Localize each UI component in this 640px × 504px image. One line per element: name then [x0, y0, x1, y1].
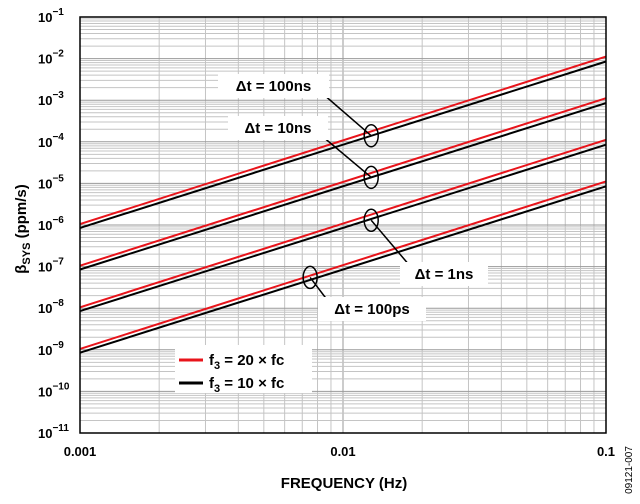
annotation-dt-100ns: Δt = 100ns — [218, 74, 379, 148]
annotation-dt-1ns: Δt = 1ns — [363, 208, 488, 286]
x-tick-labels: 0.001 0.01 0.1 — [64, 444, 615, 459]
annotation-label: Δt = 10ns — [244, 120, 311, 137]
y-axis-label: βSYS (ppm/s) — [13, 184, 33, 274]
annotation-box — [318, 297, 426, 321]
x-tick-label: 0.1 — [597, 444, 615, 459]
annotation-label: Δt = 100ps — [334, 301, 409, 318]
x-axis-label: FREQUENCY (Hz) — [281, 475, 407, 492]
y-tick-exponent: −7 — [52, 257, 64, 268]
y-tick-exponent: −1 — [52, 7, 64, 18]
y-tick-label: 10−4 — [38, 132, 64, 150]
y-tick-label: 10−5 — [38, 173, 64, 191]
series-line-5 — [79, 143, 607, 313]
series-line-0 — [79, 55, 607, 226]
y-tick-base: 10 — [38, 93, 52, 108]
y-tick-label: 10−11 — [38, 423, 69, 441]
y-tick-exponent: −10 — [52, 381, 69, 392]
annotation-dt-10ns: Δt = 10ns — [228, 116, 379, 190]
series-line-2 — [79, 97, 607, 267]
series-line-1 — [79, 60, 607, 229]
y-tick-exponent: −9 — [52, 340, 64, 351]
y-tick-exponent: −5 — [52, 173, 64, 184]
y-axis-label-unit: (ppm/s) — [13, 184, 30, 242]
y-tick-label: 10−3 — [38, 90, 64, 108]
series-line-6 — [79, 180, 607, 350]
y-axis-label-subscript: SYS — [21, 243, 33, 265]
y-tick-base: 10 — [38, 301, 52, 316]
annotation-leader — [322, 93, 372, 137]
legend-subscript: 3 — [214, 383, 220, 395]
y-tick-exponent: −8 — [52, 298, 64, 309]
y-tick-base: 10 — [38, 10, 52, 25]
annotation-label: Δt = 100ns — [236, 78, 311, 95]
y-tick-labels: 10−110−210−310−410−510−610−710−810−910−1… — [38, 7, 70, 441]
annotation-ellipse — [363, 123, 379, 148]
y-tick-label: 10−9 — [38, 340, 64, 358]
legend-f: f — [209, 375, 215, 392]
legend-label: f3 = 20 × fc — [209, 352, 284, 372]
legend-box — [175, 345, 312, 393]
y-tick-base: 10 — [38, 426, 52, 441]
grid-lines — [79, 17, 606, 434]
y-tick-base: 10 — [38, 135, 52, 150]
legend-label: f3 = 10 × fc — [209, 375, 284, 395]
annotation-box — [228, 116, 328, 140]
series-group — [79, 55, 607, 354]
annotation-dt-100ps: Δt = 100ps — [302, 265, 426, 321]
series-line-4 — [79, 138, 607, 309]
y-tick-label: 10−8 — [38, 298, 64, 316]
annotation-leader — [370, 219, 411, 267]
y-tick-exponent: −6 — [52, 215, 64, 226]
y-tick-base: 10 — [38, 218, 52, 233]
y-tick-label: 10−10 — [38, 381, 70, 399]
y-tick-base: 10 — [38, 343, 52, 358]
plot-area-border — [79, 16, 607, 434]
annotation-box — [218, 74, 329, 98]
x-tick-label: 0.001 — [64, 444, 97, 459]
x-tick-label: 0.01 — [330, 444, 355, 459]
y-tick-exponent: −3 — [52, 90, 64, 101]
figure-id: 09121-007 — [624, 446, 635, 494]
y-tick-base: 10 — [38, 384, 52, 399]
legend-f: f — [209, 352, 215, 369]
y-tick-base: 10 — [38, 260, 52, 275]
y-tick-exponent: −2 — [52, 49, 64, 60]
y-tick-base: 10 — [38, 52, 52, 67]
annotation-ellipse — [363, 165, 379, 190]
annotation-ellipse — [302, 265, 318, 290]
y-tick-exponent: −11 — [52, 423, 69, 434]
y-tick-label: 10−7 — [38, 257, 64, 275]
annotations-group: Δt = 100ns Δt = 10ns Δt = 1ns Δt = 100ps — [218, 74, 488, 321]
y-tick-label: 10−6 — [38, 215, 64, 233]
annotation-box — [400, 262, 488, 286]
annotation-leader — [321, 135, 372, 178]
annotation-label: Δt = 1ns — [415, 266, 474, 283]
legend-subscript: 3 — [214, 360, 220, 372]
series-line-3 — [79, 102, 607, 271]
legend-rest: = 20 × fc — [220, 352, 284, 369]
annotation-ellipse — [363, 208, 379, 233]
y-tick-base: 10 — [38, 176, 52, 191]
series-line-7 — [79, 185, 607, 354]
y-tick-exponent: −4 — [52, 132, 64, 143]
y-axis-label-main: β — [13, 265, 30, 274]
legend-rest: = 10 × fc — [220, 375, 284, 392]
y-tick-label: 10−1 — [38, 7, 64, 25]
y-tick-label: 10−2 — [38, 49, 64, 67]
